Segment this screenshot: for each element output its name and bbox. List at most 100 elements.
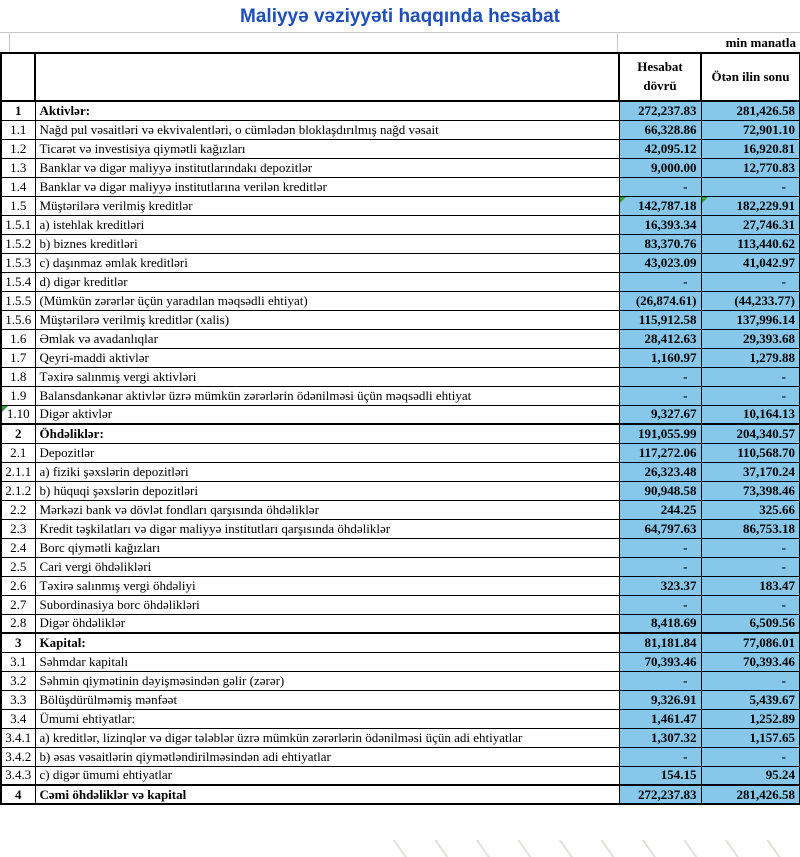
row-number-cell[interactable]: 3.4.3 xyxy=(0,765,36,786)
row-label-cell[interactable]: a) kreditlər, lizinqlər və digər tələblə… xyxy=(34,727,620,748)
value-previous-cell[interactable]: 29,393.68 xyxy=(700,328,800,349)
row-label-cell[interactable]: Müştərilərə verilmiş kreditlər xyxy=(34,195,620,216)
value-current-cell[interactable]: 117,272.06 xyxy=(618,442,702,463)
row-number-cell[interactable]: 1.3 xyxy=(0,157,36,178)
value-previous-cell[interactable]: 27,746.31 xyxy=(700,214,800,235)
value-current-cell[interactable]: (26,874.61) xyxy=(618,290,702,311)
row-label-cell[interactable]: Cəmi öhdəliklər və kapital xyxy=(34,784,620,805)
row-number-cell[interactable]: 1.1 xyxy=(0,119,36,140)
row-label-cell[interactable]: Banklar və digər maliyyə institutlarında… xyxy=(34,157,620,178)
value-previous-cell[interactable]: 182,229.91 xyxy=(700,195,800,216)
row-number-cell[interactable]: 1.5.5 xyxy=(0,290,36,311)
row-number-cell[interactable]: 2.1.1 xyxy=(0,461,36,482)
value-current-cell[interactable]: 191,055.99 xyxy=(618,423,702,444)
value-previous-cell[interactable]: 325.66 xyxy=(700,499,800,520)
value-previous-cell[interactable]: - xyxy=(700,271,800,292)
header-cell-previous-year-end[interactable]: Ötən ilin sonu xyxy=(700,52,800,102)
row-label-cell[interactable]: Bölüşdürülməmiş mənfəət xyxy=(34,689,620,710)
row-label-cell[interactable]: Mərkəzi bank və dövlət fondları qarşısın… xyxy=(34,499,620,520)
value-previous-cell[interactable]: 86,753.18 xyxy=(700,518,800,539)
value-current-cell[interactable]: 154.15 xyxy=(618,765,702,786)
value-current-cell[interactable]: 1,160.97 xyxy=(618,347,702,368)
row-number-cell[interactable]: 4 xyxy=(0,784,36,805)
row-label-cell[interactable]: Banklar və digər maliyyə institutlarına … xyxy=(34,176,620,197)
row-number-cell[interactable]: 3 xyxy=(0,632,36,653)
row-number-cell[interactable]: 2.2 xyxy=(0,499,36,520)
value-previous-cell[interactable]: 137,996.14 xyxy=(700,309,800,330)
row-label-cell[interactable]: Aktivlər: xyxy=(34,100,620,121)
value-current-cell[interactable]: 43,023.09 xyxy=(618,252,702,273)
row-label-cell[interactable]: (Mümkün zərərlər üçün yaradılan məqsədli… xyxy=(34,290,620,311)
value-previous-cell[interactable]: 95.24 xyxy=(700,765,800,786)
value-current-cell[interactable]: 83,370.76 xyxy=(618,233,702,254)
value-current-cell[interactable]: 1,307.32 xyxy=(618,727,702,748)
row-number-cell[interactable]: 2.1 xyxy=(0,442,36,463)
value-previous-cell[interactable]: 72,901.10 xyxy=(700,119,800,140)
value-current-cell[interactable]: 272,237.83 xyxy=(618,100,702,121)
value-previous-cell[interactable]: - xyxy=(700,670,800,691)
row-number-cell[interactable]: 3.3 xyxy=(0,689,36,710)
value-previous-cell[interactable]: 5,439.67 xyxy=(700,689,800,710)
value-current-cell[interactable]: 9,326.91 xyxy=(618,689,702,710)
row-number-cell[interactable]: 3.1 xyxy=(0,651,36,672)
value-previous-cell[interactable]: (44,233.77) xyxy=(700,290,800,311)
row-number-cell[interactable]: 3.2 xyxy=(0,670,36,691)
row-label-cell[interactable]: c) digər ümumi ehtiyatlar xyxy=(34,765,620,786)
header-cell-number[interactable] xyxy=(0,52,36,102)
value-previous-cell[interactable]: - xyxy=(700,366,800,387)
row-label-cell[interactable]: Təxirə salınmış vergi öhdəliyi xyxy=(34,575,620,596)
value-previous-cell[interactable]: 73,398.46 xyxy=(700,480,800,501)
row-number-cell[interactable]: 2.5 xyxy=(0,556,36,577)
value-current-cell[interactable]: 90,948.58 xyxy=(618,480,702,501)
value-current-cell[interactable]: 64,797.63 xyxy=(618,518,702,539)
header-cell-description[interactable] xyxy=(34,52,620,102)
value-current-cell[interactable]: - xyxy=(618,176,702,197)
value-previous-cell[interactable]: 1,157.65 xyxy=(700,727,800,748)
value-current-cell[interactable]: - xyxy=(618,366,702,387)
row-label-cell[interactable]: Öhdəliklər: xyxy=(34,423,620,444)
value-current-cell[interactable]: 272,237.83 xyxy=(618,784,702,805)
row-number-cell[interactable]: 1.6 xyxy=(0,328,36,349)
row-number-cell[interactable]: 2.6 xyxy=(0,575,36,596)
value-previous-cell[interactable]: 113,440.62 xyxy=(700,233,800,254)
row-number-cell[interactable]: 1.5.2 xyxy=(0,233,36,254)
row-number-cell[interactable]: 1.5.4 xyxy=(0,271,36,292)
row-number-cell[interactable]: 2.3 xyxy=(0,518,36,539)
value-current-cell[interactable]: - xyxy=(618,537,702,558)
row-label-cell[interactable]: Digər öhdəliklər xyxy=(34,613,620,634)
value-current-cell[interactable]: 81,181.84 xyxy=(618,632,702,653)
value-previous-cell[interactable]: 70,393.46 xyxy=(700,651,800,672)
row-number-cell[interactable]: 1 xyxy=(0,100,36,121)
row-label-cell[interactable]: Təxirə salınmış vergi aktivləri xyxy=(34,366,620,387)
header-cell-current-period[interactable]: Hesabat dövrü xyxy=(618,52,702,102)
row-label-cell[interactable]: Depozitlər xyxy=(34,442,620,463)
row-label-cell[interactable]: Digər aktivlər xyxy=(34,404,620,425)
row-label-cell[interactable]: b) əsas vəsaitlərin qiymətləndirilməsind… xyxy=(34,746,620,767)
row-number-cell[interactable]: 3.4 xyxy=(0,708,36,729)
value-previous-cell[interactable]: 16,920.81 xyxy=(700,138,800,159)
value-previous-cell[interactable]: - xyxy=(700,746,800,767)
value-current-cell[interactable]: - xyxy=(618,556,702,577)
value-current-cell[interactable]: - xyxy=(618,594,702,615)
value-current-cell[interactable]: 323.37 xyxy=(618,575,702,596)
value-current-cell[interactable]: 8,418.69 xyxy=(618,613,702,634)
value-previous-cell[interactable]: 281,426.58 xyxy=(700,100,800,121)
value-current-cell[interactable]: 142,787.18 xyxy=(618,195,702,216)
value-previous-cell[interactable]: - xyxy=(700,556,800,577)
value-previous-cell[interactable]: 1,252.89 xyxy=(700,708,800,729)
row-label-cell[interactable]: Borc qiymətli kağızları xyxy=(34,537,620,558)
row-number-cell[interactable]: 1.5 xyxy=(0,195,36,216)
value-previous-cell[interactable]: 110,568.70 xyxy=(700,442,800,463)
row-number-cell[interactable]: 2.4 xyxy=(0,537,36,558)
row-label-cell[interactable]: Qeyri-maddi aktivlər xyxy=(34,347,620,368)
row-label-cell[interactable]: b) hüquqi şəxslərin depozitləri xyxy=(34,480,620,501)
value-current-cell[interactable]: 244.25 xyxy=(618,499,702,520)
row-label-cell[interactable]: Əmlak və avadanlıqlar xyxy=(34,328,620,349)
row-number-cell[interactable]: 1.5.6 xyxy=(0,309,36,330)
row-number-cell[interactable]: 1.10 xyxy=(0,404,36,425)
value-current-cell[interactable]: 28,412.63 xyxy=(618,328,702,349)
row-label-cell[interactable]: Nağd pul vəsaitləri və ekvivalentləri, o… xyxy=(34,119,620,140)
row-number-cell[interactable]: 3.4.1 xyxy=(0,727,36,748)
row-number-cell[interactable]: 1.7 xyxy=(0,347,36,368)
row-label-cell[interactable]: Subordinasiya borc öhdəlikləri xyxy=(34,594,620,615)
